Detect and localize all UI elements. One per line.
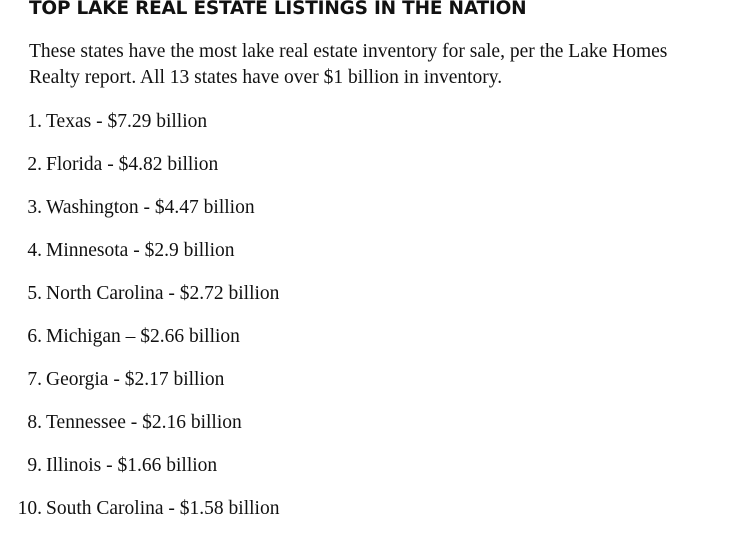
article-heading: TOP LAKE REAL ESTATE LISTINGS IN THE NAT…	[29, 0, 527, 19]
list-item: 3. Washington - $4.47 billion	[0, 195, 279, 221]
list-item: 6. Michigan – $2.66 billion	[0, 324, 279, 350]
list-item-rank: 7.	[27, 369, 42, 390]
list-item-rank: 10.	[17, 498, 42, 519]
list-item: 4. Minnesota - $2.9 billion	[0, 238, 279, 264]
list-item: 5. North Carolina - $2.72 billion	[0, 281, 279, 307]
state-listings: 1. Texas - $7.29 billion 2. Florida - $4.8…	[0, 109, 280, 539]
list-item-rank: 3.	[27, 197, 42, 218]
list-item-rank: 1.	[27, 111, 42, 132]
list-item: 1. Texas - $7.29 billion	[0, 109, 279, 135]
list-item-text: Michigan – $2.66 billion	[46, 326, 240, 347]
list-item-text: Tennessee - $2.16 billion	[46, 412, 242, 433]
list-item-rank: 4.	[27, 240, 42, 261]
list-item-text: Washington - $4.47 billion	[46, 197, 255, 218]
list-item-rank: 6.	[27, 326, 42, 347]
list-item-text: Illinois - $1.66 billion	[46, 455, 218, 476]
list-item-rank: 9.	[27, 455, 42, 476]
list-item-text: Florida - $4.82 billion	[46, 154, 219, 175]
list-item-rank: 5.	[27, 283, 42, 304]
list-item-rank: 2.	[27, 154, 42, 175]
list-item-text: Georgia - $2.17 billion	[46, 369, 225, 390]
list-item: 8. Tennessee - $2.16 billion	[0, 410, 279, 436]
list-item-text: Texas - $7.29 billion	[46, 111, 208, 132]
list-item: 9. Illinois - $1.66 billion	[0, 453, 279, 479]
list-item-text: North Carolina - $2.72 billion	[46, 283, 280, 304]
list-item: 2. Florida - $4.82 billion	[0, 152, 279, 178]
list-item: 10. South Carolina - $1.58 billion	[0, 496, 280, 522]
list-item-text: South Carolina - $1.58 billion	[46, 498, 280, 519]
list-item-rank: 8.	[27, 412, 42, 433]
list-item-text: Minnesota - $2.9 billion	[46, 240, 235, 261]
article-intro: These states have the most lake real est…	[29, 41, 668, 88]
list-item: 7. Georgia - $2.17 billion	[0, 367, 279, 393]
